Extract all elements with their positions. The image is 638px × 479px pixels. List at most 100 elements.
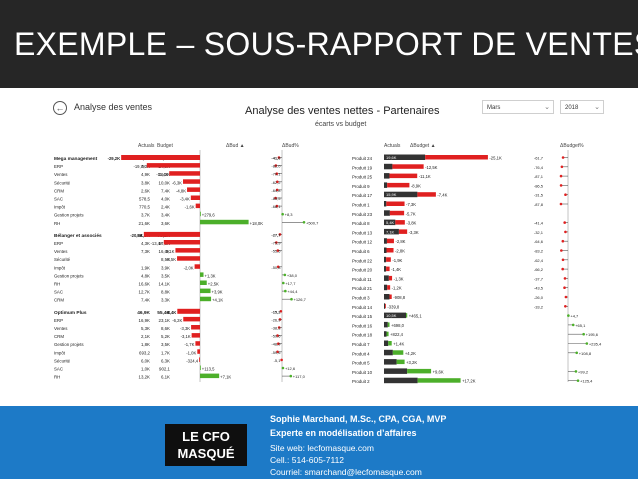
delta-bar — [121, 155, 200, 160]
pct-marker — [276, 180, 279, 184]
delta-label: -9,1K — [164, 249, 174, 254]
row-label: RH — [54, 282, 60, 287]
delta-label: +7,1K — [220, 375, 231, 380]
delta-label: -6,2K — [172, 318, 182, 323]
pct-marker — [276, 265, 280, 269]
delta-bar — [143, 231, 200, 237]
row-label: ERP — [54, 318, 63, 323]
actual-value: 7,4K — [141, 298, 150, 303]
row-label: Produit 13 — [352, 230, 373, 235]
pct-marker — [282, 281, 285, 285]
row-label: Sécurité — [54, 180, 71, 185]
delta-label: -3,3K — [409, 230, 419, 235]
pct-marker — [283, 273, 287, 277]
pct-marker — [284, 289, 287, 293]
report-title: Analyse des ventes nettes - Partenaires — [245, 105, 440, 117]
delta-bar — [398, 229, 408, 234]
actual-value: 4,8K — [141, 273, 150, 278]
actual-label: 7,1K — [386, 229, 395, 234]
delta-bar — [392, 164, 424, 169]
actual-value: 578,5 — [139, 197, 151, 202]
report-subtitle: écarts vs budget — [315, 121, 367, 128]
actual-label: 5,4K — [386, 220, 395, 225]
delta-label: -7,4K — [437, 193, 447, 198]
actual-bar — [384, 303, 386, 309]
delta-label: -1,7K — [184, 342, 194, 347]
actual-bar — [384, 201, 387, 207]
row-label: RH — [54, 375, 60, 380]
delta-label: -8,4K — [166, 310, 176, 315]
header-actuals: Actuals — [138, 143, 155, 149]
delta-bar — [386, 201, 405, 206]
actual-bar — [384, 312, 407, 319]
year-select[interactable]: 2018 ⌄ — [560, 100, 604, 114]
delta-label: +4,1K — [212, 298, 223, 303]
actual-label: 10,5K — [386, 313, 397, 318]
actual-value: 21,6K — [139, 221, 151, 226]
actual-bar — [384, 266, 387, 272]
pct-marker — [564, 305, 567, 308]
pct-label: -64,8 — [271, 188, 281, 193]
pct-marker — [275, 204, 279, 208]
budget-value: 3,9K — [161, 265, 170, 270]
delta-bar — [200, 272, 204, 277]
row-label: Produit 16 — [352, 323, 373, 328]
actual-value: 693,2 — [139, 350, 151, 355]
header-delta: ΔBudget ▲ — [410, 143, 436, 149]
pct-label: +17,7 — [285, 281, 296, 286]
actual-bar — [384, 238, 387, 244]
delta-label: +1,3K — [205, 273, 216, 278]
pct-label: -55,5 — [271, 249, 281, 254]
pct-label: -43,5 — [534, 286, 544, 291]
header-delta: ΔBud ▲ — [226, 143, 245, 149]
pct-marker — [564, 295, 568, 299]
header-delta-pct: ΔBudget% — [560, 143, 584, 149]
actual-value: 3,7K — [141, 213, 150, 218]
delta-label: -20,8K — [130, 233, 143, 238]
actual-bar — [384, 182, 388, 188]
actual-bar — [384, 247, 387, 253]
back-arrow-icon[interactable]: ← — [53, 101, 67, 115]
nav-label[interactable]: Analyse des ventes — [74, 102, 153, 112]
pct-label: +500,7 — [306, 220, 319, 225]
actual-bar — [384, 173, 390, 179]
row-label: Sécurité — [54, 257, 71, 262]
delta-bar — [387, 285, 391, 290]
row-label: Produit 23 — [352, 212, 373, 217]
budget-value: 16,3K — [159, 172, 171, 177]
row-label: Impôt — [54, 265, 66, 270]
month-select[interactable]: Mars ⌄ — [482, 100, 554, 114]
delta-label: -4,8K — [176, 188, 186, 193]
row-label: Optimum Plus — [54, 310, 87, 316]
budget-value: 3,6K — [161, 221, 170, 226]
pct-marker — [567, 314, 570, 317]
delta-label: +9,6K — [433, 369, 444, 374]
row-label: ERP — [54, 164, 63, 169]
contact-web[interactable]: Site web: lecfomasque.com — [270, 443, 374, 453]
pct-label: +125,4 — [580, 379, 593, 384]
delta-label: -1,2K — [392, 286, 402, 291]
row-label: Bélanger et associés — [54, 233, 102, 239]
row-label: Produit 3 — [352, 296, 370, 301]
actual-value: 770,5 — [139, 205, 151, 210]
delta-bar — [389, 294, 392, 299]
pct-marker — [276, 249, 280, 252]
footer-contact: LE CFO MASQUÉ Sophie Marchand, M.Sc., CP… — [0, 406, 638, 479]
actual-label: 19,6K — [386, 155, 397, 160]
contact-email[interactable]: Courriel: smarchand@lecfomasque.com — [270, 467, 422, 477]
pct-marker — [274, 196, 277, 200]
delta-bar — [177, 308, 200, 314]
delta-label: +698,0 — [391, 323, 405, 328]
actual-bar — [384, 368, 408, 374]
delta-label: -908,8 — [393, 295, 406, 300]
delta-label: -5,7K — [406, 211, 416, 216]
actual-bar — [384, 359, 397, 365]
pct-marker — [289, 374, 293, 378]
delta-bar — [395, 220, 405, 225]
delta-bar — [175, 248, 200, 253]
row-label: Sécurité — [54, 358, 71, 363]
budget-value: 10,0K — [159, 180, 171, 185]
pct-label: -85,5 — [271, 196, 281, 201]
delta-bar — [190, 195, 200, 200]
pct-label: -32,1 — [534, 230, 544, 235]
